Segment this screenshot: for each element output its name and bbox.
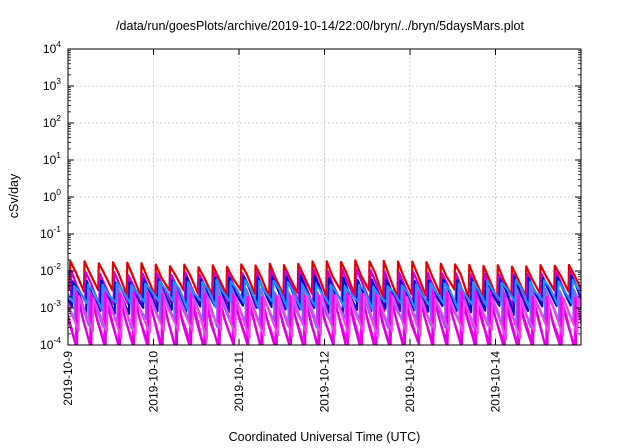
grid: [68, 49, 581, 345]
y-tick-label: 104: [43, 39, 61, 56]
series-line: [68, 292, 581, 341]
y-tick-label: 103: [43, 76, 61, 93]
y-tick-label: 101: [43, 150, 61, 167]
y-tick-label: 100: [43, 187, 61, 204]
ticks: [67, 48, 581, 346]
series-line: [68, 278, 581, 312]
chart-title: /data/run/goesPlots/archive/2019-10-14/2…: [116, 19, 524, 33]
y-tick-label: 10-1: [40, 224, 61, 241]
x-tick-label: 2019-10-13: [403, 351, 417, 413]
y-tick-label: 10-3: [40, 298, 61, 315]
x-tick-label: 2019-10-12: [318, 351, 332, 413]
x-tick-label: 2019-10-14: [489, 351, 503, 413]
x-tick-labels: 2019-10-9 2019-10-10 2019-10-11 2019-10-12 2…: [61, 351, 503, 413]
x-tick-label: 2019-10-10: [147, 351, 161, 413]
x-tick-label: 2019-10-9: [61, 351, 75, 406]
y-tick-label: 10-4: [40, 335, 61, 352]
x-tick-label: 2019-10-11: [232, 351, 246, 412]
series-group: [68, 259, 581, 345]
y-tick-label: 102: [43, 113, 61, 130]
series-line: [68, 259, 581, 300]
x-axis-label: Coordinated Universal Time (UTC): [228, 430, 421, 444]
y-tick-label: 10-2: [40, 261, 61, 278]
y-tick-labels: 10-4 10-3 10-2 10-1 100 101 102 103 104: [40, 39, 61, 352]
